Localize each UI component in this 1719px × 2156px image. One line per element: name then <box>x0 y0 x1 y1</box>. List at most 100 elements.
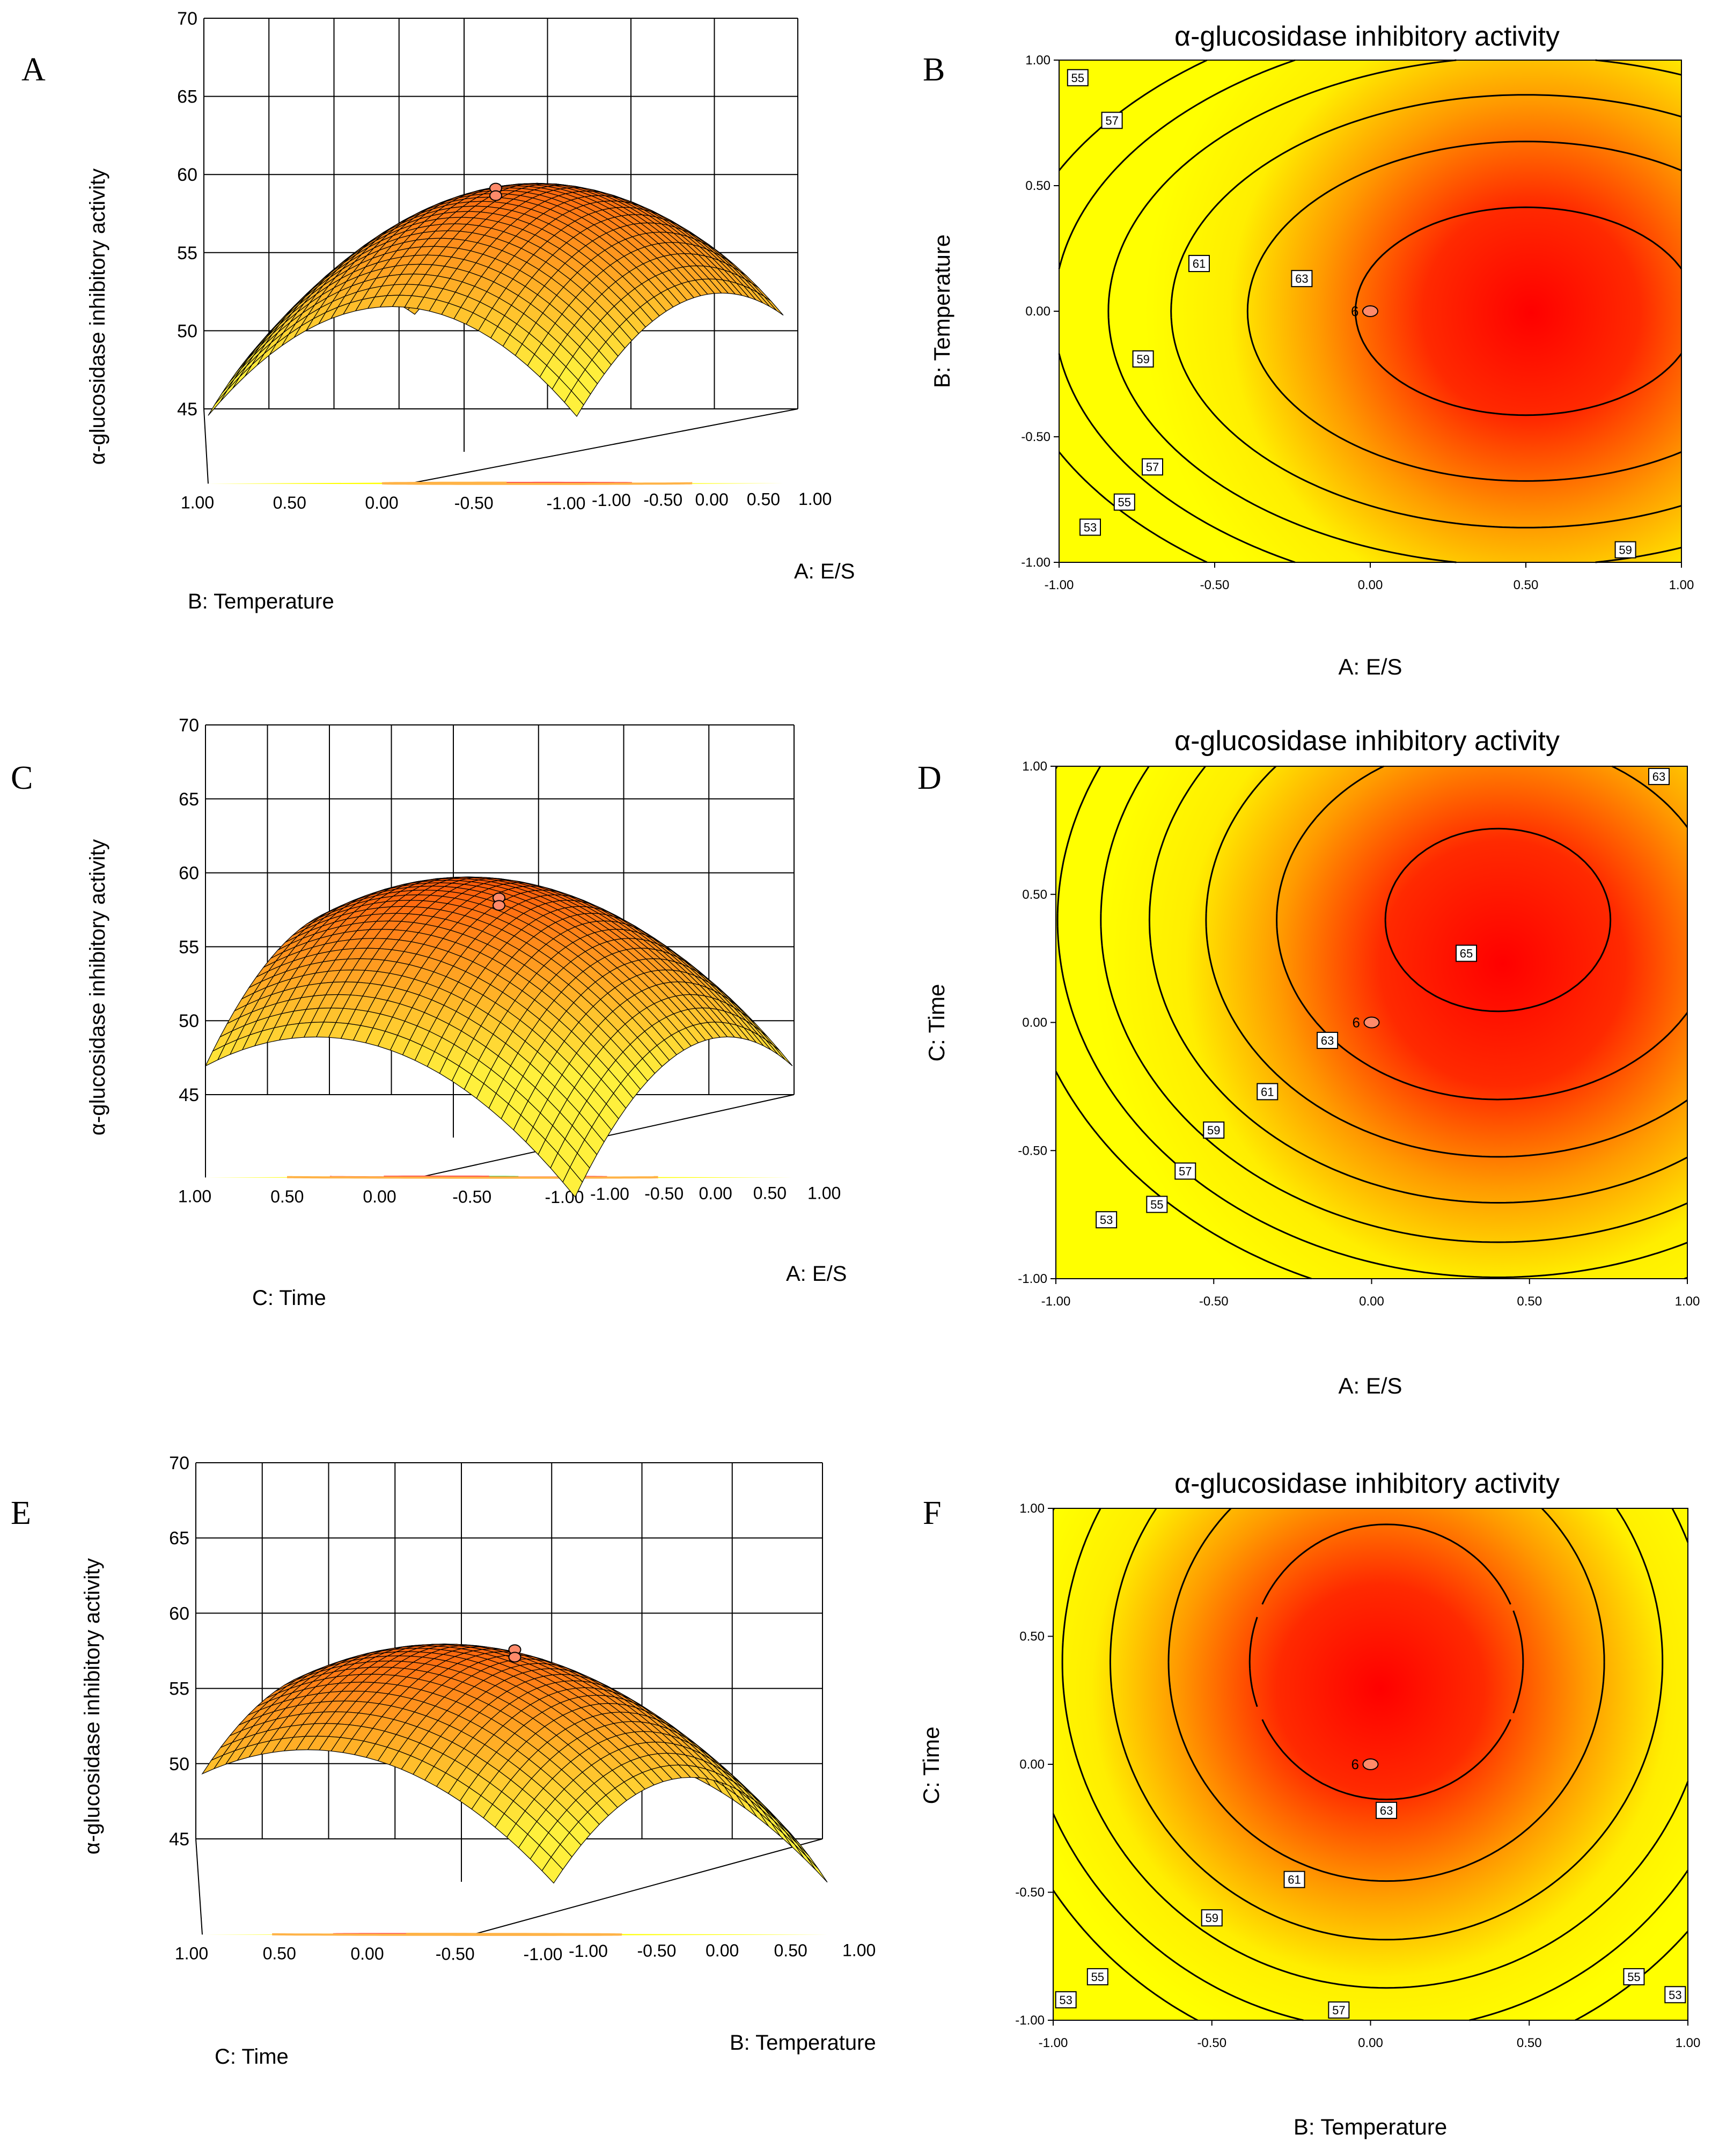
x-tick-label: -0.50 <box>1197 2036 1226 2050</box>
contour-label: 55 <box>1150 1198 1163 1212</box>
x-axis-label: A: E/S <box>1338 1373 1402 1398</box>
y-tick-label: 1.00 <box>1019 1501 1045 1516</box>
left-tick-label: 0.50 <box>270 1187 304 1206</box>
contour-label-box <box>1291 270 1313 288</box>
design-point-marker <box>1362 305 1378 317</box>
contour-label: 59 <box>1136 353 1149 366</box>
left-tick-label: 0.00 <box>365 493 398 512</box>
surface-cell <box>220 377 240 402</box>
design-point-marker <box>1362 1758 1379 1770</box>
x-axis-label: B: Temperature <box>1294 2114 1447 2139</box>
box-edge <box>475 1838 823 1934</box>
x-tick-label: 0.00 <box>1359 1294 1384 1309</box>
x-tick-label: 0.50 <box>1514 578 1539 592</box>
contour-label: 63 <box>1321 1034 1334 1047</box>
right-tick-label: 0.50 <box>774 1941 807 1960</box>
left-tick-label: 1.00 <box>175 1944 208 1963</box>
x-tick-label: -1.00 <box>1041 1294 1071 1309</box>
design-point-label: 6 <box>1353 1015 1360 1031</box>
chart-title: α-glucosidase inhibitory activity <box>1174 725 1560 757</box>
y-tick-label: 0.50 <box>1019 1630 1045 1644</box>
z-axis-label: α-glucosidase inhibitory activity <box>80 1558 104 1854</box>
right-tick-label: -0.50 <box>643 490 682 509</box>
x-tick-label: 1.00 <box>1676 2036 1701 2050</box>
contour-label: 53 <box>1059 1993 1072 2007</box>
contour-label-box <box>1146 1196 1168 1213</box>
z-tick-label: 45 <box>179 1085 199 1105</box>
contour-line-63 <box>1354 206 1683 416</box>
contour-line-59 <box>1109 1508 1664 1941</box>
panel-letter-c: C <box>11 760 33 796</box>
box-edge <box>195 1838 203 1935</box>
right-axis-label: A: E/S <box>786 1262 847 1286</box>
left-axis-label: B: Temperature <box>188 590 334 613</box>
contour-label: 59 <box>1207 1124 1220 1137</box>
contour-label-box <box>1086 1968 1108 1985</box>
left-tick-label: -0.50 <box>436 1945 475 1964</box>
z-tick-label: 55 <box>177 243 197 263</box>
z-tick-label: 55 <box>169 1679 189 1699</box>
contour-label: 57 <box>1179 1164 1192 1178</box>
right-tick-label: 0.00 <box>706 1941 739 1960</box>
y-tick-label: 0.00 <box>1022 1016 1047 1030</box>
right-axis-label: A: E/S <box>794 560 855 583</box>
panel-letter-a: A <box>21 52 46 88</box>
left-axis-label: C: Time <box>215 2045 289 2069</box>
design-point-marker <box>508 1652 521 1663</box>
right-tick-label: 1.00 <box>807 1183 841 1202</box>
contour-label: 53 <box>1100 1213 1113 1227</box>
contour-label-box <box>1664 1986 1686 2004</box>
contour-label: 55 <box>1627 1970 1640 1984</box>
contour-label: 63 <box>1652 770 1665 783</box>
y-tick-label: 1.00 <box>1022 759 1047 774</box>
z-tick-label: 50 <box>177 321 197 341</box>
contour-label-box <box>1132 350 1154 368</box>
contour-line-55 <box>1058 59 1296 563</box>
left-tick-label: 0.00 <box>363 1187 396 1206</box>
y-tick-label: -1.00 <box>1018 1272 1047 1286</box>
right-tick-label: -1.00 <box>592 490 631 510</box>
design-point-marker <box>489 190 502 201</box>
y-tick-label: 0.50 <box>1025 179 1050 193</box>
contour-line-55 <box>1056 766 1688 1278</box>
contour-label: 55 <box>1071 71 1084 85</box>
z-tick-label: 60 <box>179 863 199 884</box>
x-tick-label: 0.50 <box>1517 2036 1542 2050</box>
contour-label-box <box>1101 112 1123 129</box>
contour-label: 63 <box>1380 1804 1393 1817</box>
contour-plot-b: α-glucosidase inhibitory activity -1.00 -… <box>929 21 1694 679</box>
contour-plot-d: α-glucosidase inhibitory activity -1.00 -… <box>924 725 1700 1398</box>
right-tick-label: 0.50 <box>753 1184 787 1203</box>
contour-label: 65 <box>1460 947 1473 960</box>
box-edge <box>422 1094 795 1177</box>
x-tick-label: 1.00 <box>1675 1294 1700 1309</box>
right-tick-label: 0.50 <box>747 489 780 509</box>
z-tick-label: 65 <box>177 87 197 107</box>
left-axis-label: C: Time <box>252 1286 326 1310</box>
surface-plot-e: 45 50 55 60 65 70 1.00 0.50 0.00 -0.50 -1.00 -1.00 -… <box>80 1453 876 2069</box>
contour-label-box <box>1188 255 1210 273</box>
contour-label-box <box>1203 1121 1225 1139</box>
contour-label-box <box>1376 1801 1398 1819</box>
surface-cell <box>794 1844 816 1871</box>
z-tick-label: 45 <box>177 399 197 420</box>
contour-label-box <box>1142 458 1163 476</box>
contour-label: 55 <box>1091 1970 1104 1984</box>
right-tick-label: 1.00 <box>842 1940 876 1960</box>
y-axis-label: C: Time <box>924 984 949 1062</box>
z-tick-label: 65 <box>179 789 199 810</box>
right-tick-label: 0.00 <box>699 1184 732 1203</box>
contour-line-57 <box>1100 766 1688 1243</box>
z-tick-label: 55 <box>179 937 199 957</box>
contour-label-box <box>1456 944 1478 962</box>
panel-letter-d: D <box>917 760 942 796</box>
right-tick-label: 0.00 <box>695 490 729 509</box>
z-axis-label: α-glucosidase inhibitory activity <box>86 839 109 1135</box>
x-tick-label: -1.00 <box>1045 578 1074 592</box>
x-tick-label: 0.50 <box>1517 1294 1542 1309</box>
y-tick-label: -1.00 <box>1021 555 1050 570</box>
x-tick-label: 0.00 <box>1358 2036 1383 2050</box>
chart-title: α-glucosidase inhibitory activity <box>1174 21 1560 52</box>
